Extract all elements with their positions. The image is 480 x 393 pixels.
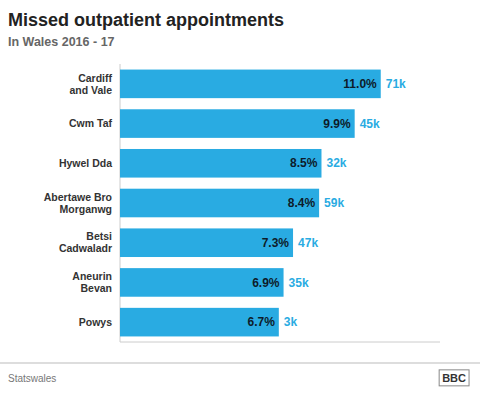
count-label: 47k: [298, 236, 318, 250]
category-label: Hywel Dda: [59, 157, 112, 169]
title: Missed outpatient appointments: [8, 10, 284, 30]
value-label: 6.7%: [247, 315, 275, 329]
category-label-line: Bevan: [80, 282, 112, 294]
chart-svg: Missed outpatient appointments In Wales 2…: [0, 0, 480, 393]
count-label: 71k: [386, 77, 406, 91]
value-label: 8.5%: [290, 156, 318, 170]
chart-container: Missed outpatient appointments In Wales 2…: [0, 0, 480, 393]
footer-separator: [0, 363, 480, 364]
value-label: 8.4%: [288, 196, 316, 210]
category-label-line: Cardiff: [78, 72, 112, 84]
value-label: 11.0%: [343, 77, 377, 91]
category-label-line: Abertawe Bro: [44, 191, 112, 203]
category-label-line: Cadwaladr: [59, 242, 112, 254]
logo-box: [439, 370, 469, 386]
category-label: Cwm Taf: [69, 117, 112, 129]
category-label-line: Aneurin: [72, 270, 112, 282]
background: [0, 0, 480, 393]
count-label: 59k: [324, 196, 344, 210]
count-label: 35k: [289, 276, 309, 290]
bar: [120, 189, 319, 218]
value-label: 7.3%: [262, 236, 290, 250]
bar: [120, 268, 284, 297]
category-label: AneurinBevan: [72, 270, 112, 294]
bar: [120, 228, 293, 257]
category-label-line: Morganwg: [60, 203, 113, 215]
category-label-line: Powys: [79, 316, 112, 328]
x-axis-line: [120, 342, 440, 343]
category-label-line: Cwm Taf: [69, 117, 112, 129]
category-label-line: Betsi: [86, 230, 112, 242]
subtitle: In Wales 2016 - 17: [8, 35, 115, 49]
count-label: 3k: [284, 315, 298, 329]
category-label: Powys: [79, 316, 112, 328]
bar: [120, 70, 381, 99]
count-label: 45k: [360, 117, 380, 131]
value-label: 6.9%: [252, 276, 280, 290]
source: Statswales: [8, 373, 56, 384]
value-label: 9.9%: [323, 117, 351, 131]
category-label: BetsiCadwaladr: [59, 230, 112, 254]
count-label: 32k: [326, 156, 346, 170]
logo: BBC: [442, 372, 466, 384]
bars: [120, 70, 381, 337]
category-label: Abertawe BroMorganwg: [44, 191, 112, 215]
category-label-line: Hywel Dda: [59, 157, 112, 169]
category-label: Cardiffand Vale: [69, 72, 112, 96]
category-label-line: and Vale: [69, 84, 112, 96]
bar: [120, 149, 321, 178]
bar: [120, 308, 279, 337]
bar: [120, 109, 355, 138]
